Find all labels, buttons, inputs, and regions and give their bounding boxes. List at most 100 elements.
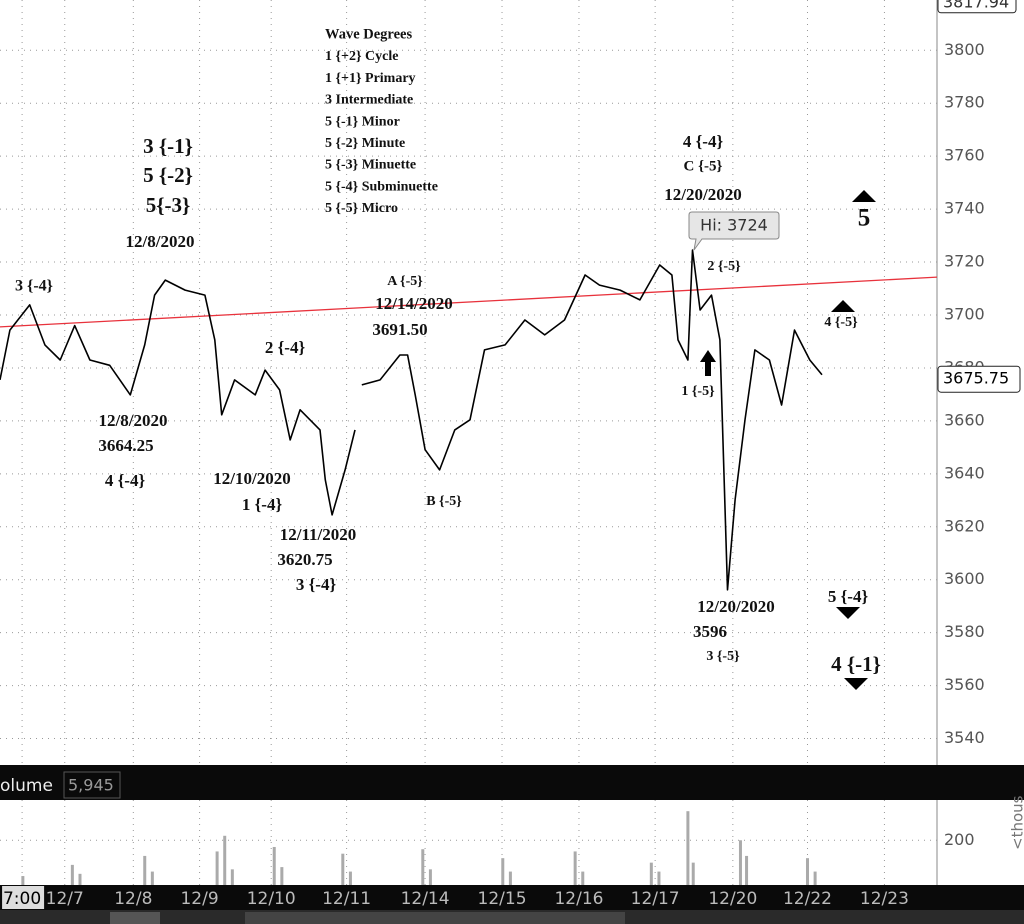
wave-marker bbox=[852, 190, 876, 202]
last-price-label: 3675.75 bbox=[943, 369, 1009, 388]
annotation: 3691.50 bbox=[372, 320, 427, 339]
annotation: 2 {-4} bbox=[265, 338, 306, 357]
y-tick-label: 3800 bbox=[944, 40, 985, 59]
annotation: 12/8/2020 bbox=[126, 232, 195, 251]
volume-bar bbox=[805, 858, 809, 885]
annotation: 3 {-4} bbox=[15, 278, 53, 295]
wave-degree: 5 {-2} Minute bbox=[325, 136, 405, 151]
volume-header bbox=[0, 765, 1024, 800]
volume-current: 5,945 bbox=[68, 776, 114, 795]
annotation: 4 {-1} bbox=[831, 652, 881, 676]
x-tick-label: 12/10 bbox=[247, 889, 296, 909]
annotation: 4 {-4} bbox=[105, 471, 146, 490]
annotation: 4 {-5} bbox=[824, 315, 858, 330]
x-tick-label: 12/23 bbox=[860, 889, 909, 909]
volume-bar bbox=[78, 873, 82, 885]
annotation: B {-5} bbox=[426, 494, 462, 509]
wave-degree: 5 {-5} Micro bbox=[325, 201, 398, 216]
volume-bar bbox=[230, 869, 234, 885]
annotation: A {-5} bbox=[387, 274, 423, 289]
volume-bar bbox=[150, 871, 154, 885]
top-price-box bbox=[937, 0, 1017, 14]
y-tick-label: 3540 bbox=[944, 728, 985, 747]
wave-marker bbox=[836, 607, 860, 619]
annotation: 5 {-4} bbox=[828, 587, 869, 606]
price-line bbox=[0, 249, 823, 591]
annotation: 12/20/2020 bbox=[697, 597, 774, 616]
x-tick-label: 12/15 bbox=[478, 889, 527, 909]
volume-bar bbox=[348, 871, 352, 885]
volume-bar bbox=[428, 869, 432, 885]
volume-bar bbox=[691, 862, 695, 885]
y-tick-label: 3760 bbox=[944, 146, 985, 165]
y-tick-label: 3660 bbox=[944, 410, 985, 429]
annotation: 12/14/2020 bbox=[375, 294, 452, 313]
price-panel bbox=[0, 0, 1024, 765]
scroll-thumb[interactable] bbox=[110, 912, 160, 924]
y-tick-label: 200 bbox=[944, 830, 975, 849]
volume-bar bbox=[143, 855, 147, 885]
y-tick-label: 3560 bbox=[944, 675, 985, 694]
y-tick-label: 3640 bbox=[944, 463, 985, 482]
volume-bar bbox=[813, 871, 817, 885]
x-tick-label: 12/16 bbox=[554, 889, 603, 909]
volume-bar bbox=[738, 840, 742, 885]
x-tick-label: 12/20 bbox=[708, 889, 757, 909]
volume-bar bbox=[657, 871, 661, 885]
x-tick-label: 12/9 bbox=[180, 889, 218, 909]
wave-degree: 1 {+1} Primary bbox=[325, 71, 416, 86]
x-tick-label: 12/11 bbox=[322, 889, 371, 909]
annotation: C {-5} bbox=[684, 158, 723, 174]
y-tick-label: 3700 bbox=[944, 305, 985, 324]
annotation: 12/11/2020 bbox=[280, 525, 357, 544]
wave-degree: 1 {+2} Cycle bbox=[325, 49, 398, 64]
volume-bar bbox=[21, 876, 25, 885]
hi-callout: Hi: 3724 bbox=[700, 216, 768, 235]
y-tick-label: 3740 bbox=[944, 199, 985, 218]
volume-bar bbox=[272, 846, 276, 885]
annotation: 12/10/2020 bbox=[213, 469, 290, 488]
x-tick-label: 12/14 bbox=[401, 889, 450, 909]
wave-degree: 3 Intermediate bbox=[325, 93, 413, 108]
y-tick-label: 3720 bbox=[944, 252, 985, 271]
x-tick-label: 12/7 bbox=[46, 889, 84, 909]
annotation: 3 {-1} bbox=[143, 134, 193, 158]
hi-callout-box bbox=[688, 211, 780, 251]
top-price-label: 3817.94 bbox=[943, 0, 1009, 11]
x-tick-label: 12/8 bbox=[114, 889, 152, 909]
annotation: 5 {-2} bbox=[143, 163, 193, 187]
annotation: 1 {-4} bbox=[242, 495, 283, 514]
volume-bar bbox=[686, 811, 690, 885]
annotation: 12/20/2020 bbox=[664, 185, 741, 204]
annotation: 4 {-4} bbox=[683, 132, 724, 151]
wave-degree: 5 {-4} Subminuette bbox=[325, 179, 438, 194]
x-tick-label: 7:00 bbox=[3, 889, 41, 909]
x-tick-label: 12/22 bbox=[783, 889, 832, 909]
volume-bar bbox=[745, 855, 749, 885]
volume-bar bbox=[421, 849, 425, 885]
y-tick-label: 3600 bbox=[944, 569, 985, 588]
annotation: 5{-3} bbox=[146, 193, 191, 217]
scroll-range[interactable] bbox=[245, 912, 625, 924]
volume-title: olume bbox=[0, 776, 53, 796]
annotation: 3620.75 bbox=[277, 550, 332, 569]
annotation: 12/8/2020 bbox=[99, 411, 168, 430]
annotation: 3596 bbox=[693, 622, 727, 641]
y-tick-label: 3620 bbox=[944, 516, 985, 535]
x-axis-band bbox=[0, 885, 1024, 910]
volume-bar bbox=[70, 864, 74, 885]
volume-bar bbox=[215, 851, 219, 885]
volume-bar bbox=[649, 862, 653, 885]
volume-bar bbox=[341, 853, 345, 885]
annotation: 3664.25 bbox=[98, 436, 153, 455]
volume-bar bbox=[501, 858, 505, 885]
volume-unit: <thous bbox=[1009, 795, 1024, 850]
y-tick-label: 3780 bbox=[944, 93, 985, 112]
volume-box bbox=[63, 771, 121, 799]
annotation: 5 bbox=[858, 205, 871, 232]
volume-bar bbox=[581, 871, 585, 885]
annotation: 3 {-4} bbox=[296, 575, 337, 594]
volume-panel bbox=[0, 800, 1024, 885]
